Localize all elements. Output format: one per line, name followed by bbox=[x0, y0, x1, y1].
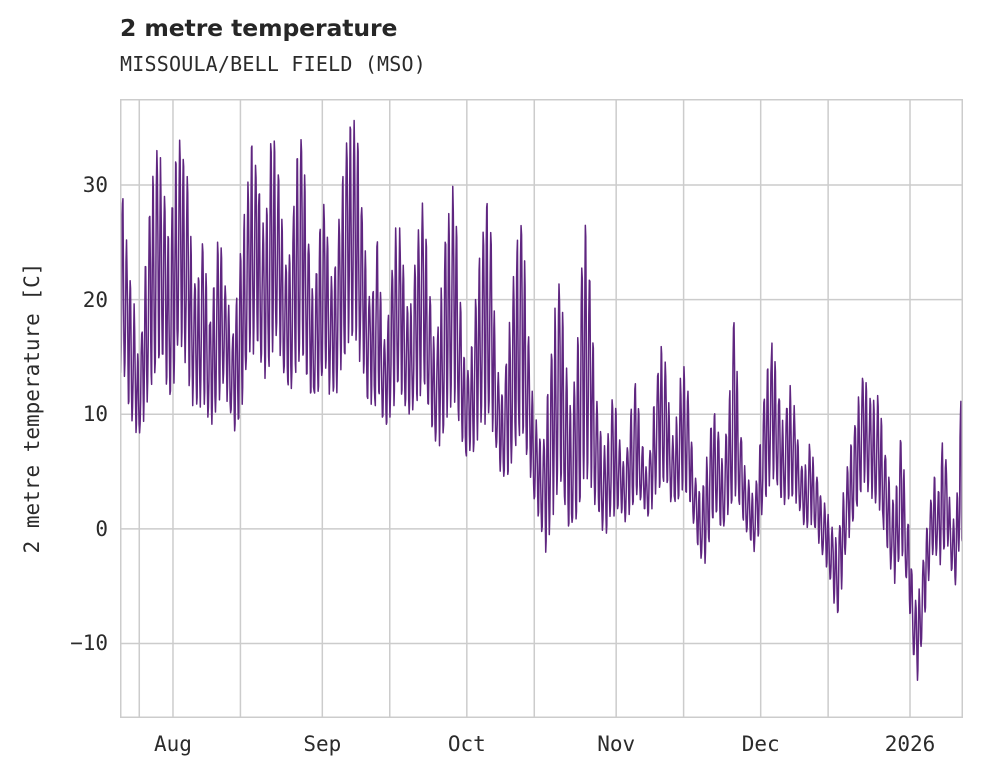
chart-subtitle: MISSOULA/BELL FIELD (MSO) bbox=[120, 52, 427, 76]
temperature-series bbox=[120, 119, 963, 682]
y-tick-label: −10 bbox=[70, 631, 108, 656]
x-tick-label: Sep bbox=[303, 732, 342, 756]
y-tick-label: 20 bbox=[82, 287, 108, 312]
plot-border bbox=[120, 99, 963, 718]
y-tick-label: 30 bbox=[82, 172, 108, 197]
x-tick-label: 2026 bbox=[884, 732, 936, 756]
x-tick-label: Nov bbox=[597, 732, 636, 756]
page-title: 2 metre temperature bbox=[120, 14, 398, 42]
plot-background bbox=[120, 99, 963, 718]
y-axis-ticks: 30 20 10 0 −10 bbox=[40, 0, 108, 782]
y-tick-label: 10 bbox=[82, 402, 108, 427]
plot-area bbox=[120, 99, 963, 718]
x-tick-label: Oct bbox=[447, 732, 486, 756]
x-tick-label: Dec bbox=[741, 732, 780, 756]
x-tick-label: Aug bbox=[154, 732, 192, 756]
chart-svg bbox=[120, 99, 963, 718]
temperature-line bbox=[120, 119, 963, 682]
y-tick-label: 0 bbox=[95, 516, 108, 541]
